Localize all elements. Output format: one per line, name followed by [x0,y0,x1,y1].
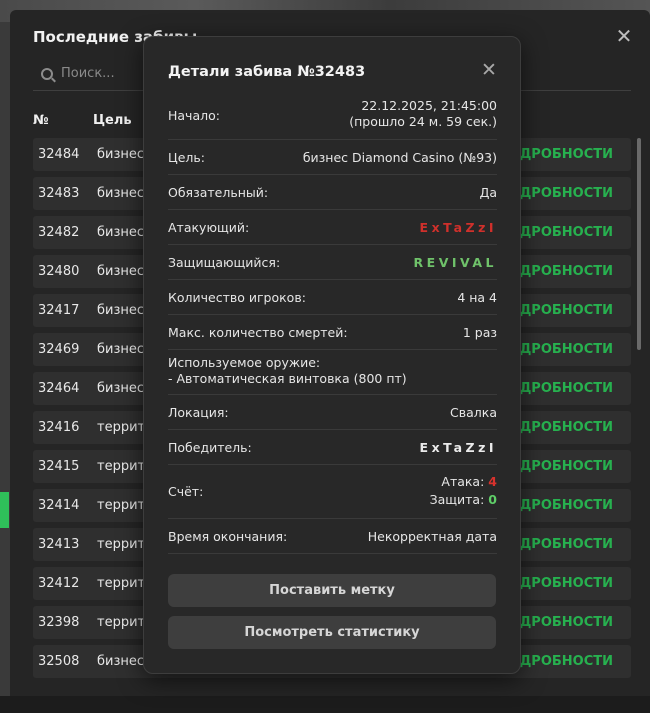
fight-goal: террит [97,498,146,513]
fight-id: 32412 [38,576,80,591]
fight-goal: бизнес [97,264,145,279]
details-link[interactable]: ПОДРОБНОСТИ [497,381,613,396]
score-attack-value: 4 [488,474,497,489]
details-link[interactable]: ПОДРОБНОСТИ [497,303,613,318]
details-list: Начало: 22.12.2025, 21:45:00 (прошло 24 … [168,95,497,554]
detail-label: Время окончания: [168,529,288,544]
fight-id: 32416 [38,420,80,435]
defender-value: REVIVAL [413,255,497,270]
fight-goal: террит [97,576,146,591]
details-link[interactable]: ПОДРОБНОСТИ [497,147,613,162]
detail-row-location: Локация: Свалка [168,395,497,430]
detail-label: Победитель: [168,440,252,455]
score-defense-label: Защита: [429,492,485,507]
fight-id: 32417 [38,303,80,318]
fight-id: 32414 [38,498,80,513]
detail-label: Локация: [168,405,229,420]
close-icon[interactable]: ✕ [481,59,497,81]
winner-value: ExTaZzI [419,440,497,455]
view-stats-button[interactable]: Посмотреть статистику [168,616,496,649]
background-left-edge [0,22,10,713]
detail-label: Счёт: [168,484,204,499]
detail-row-goal: Цель: бизнес Diamond Casino (№93) [168,140,497,175]
details-link[interactable]: ПОДРОБНОСТИ [497,459,613,474]
detail-row-players: Количество игроков: 4 на 4 [168,280,497,315]
details-link[interactable]: ПОДРОБНОСТИ [497,225,613,240]
weapon-value: - Автоматическая винтовка (800 пт) [168,371,407,386]
fight-id: 32483 [38,186,80,201]
fight-goal: бизнес [97,303,145,318]
fight-id: 32508 [38,654,80,669]
fight-goal: бизнес [97,654,145,669]
details-link[interactable]: ПОДРОБНОСТИ [497,615,613,630]
score-defense: Защита: 0 [430,492,497,507]
set-mark-button[interactable]: Поставить метку [168,574,496,607]
details-link[interactable]: ПОДРОБНОСТИ [497,420,613,435]
fight-id: 32480 [38,264,80,279]
fight-id: 32398 [38,615,80,630]
fight-goal: террит [97,420,146,435]
details-link[interactable]: ПОДРОБНОСТИ [497,186,613,201]
detail-row-score: Счёт: Атака: 4 Защита: 0 [168,465,497,519]
details-link[interactable]: ПОДРОБНОСТИ [497,264,613,279]
detail-label: Используемое оружие: [168,355,321,370]
close-icon[interactable]: ✕ [615,24,633,48]
detail-label: Начало: [168,108,220,123]
details-link[interactable]: ПОДРОБНОСТИ [497,576,613,591]
scrollbar[interactable] [637,138,641,350]
fight-goal: бизнес [97,186,145,201]
mandatory-value: Да [479,185,497,200]
fight-goal: бизнес [97,225,145,240]
modal-title: Детали забива №32483 [168,64,366,80]
players-value: 4 на 4 [457,290,497,305]
fight-id: 32415 [38,459,80,474]
fight-goal: бизнес [97,381,145,396]
detail-row-start: Начало: 22.12.2025, 21:45:00 (прошло 24 … [168,95,497,140]
attacker-value: ExTaZzI [419,220,497,235]
fight-id: 32484 [38,147,80,162]
end-value: Некорректная дата [367,529,497,544]
detail-label: Макс. количество смертей: [168,325,348,340]
fight-id: 32469 [38,342,80,357]
fight-goal: террит [97,615,146,630]
fight-id: 32413 [38,537,80,552]
detail-label: Цель: [168,150,205,165]
score-attack: Атака: 4 [441,474,497,489]
fight-goal: бизнес [97,147,145,162]
detail-row-mandatory: Обязательный: Да [168,175,497,210]
fight-id: 32464 [38,381,80,396]
score-defense-value: 0 [488,492,497,507]
fight-details-modal: Детали забива №32483 ✕ Начало: 22.12.202… [143,36,521,674]
detail-row-defender: Защищающийся: REVIVAL [168,245,497,280]
detail-row-winner: Победитель: ExTaZzI [168,430,497,465]
column-header-goal: Цель [93,113,132,128]
detail-row-deaths: Макс. количество смертей: 1 раз [168,315,497,350]
background-green-accent [0,492,9,528]
start-date-value: 22.12.2025, 21:45:00 [361,98,497,113]
search-icon [41,67,53,80]
details-link[interactable]: ПОДРОБНОСТИ [497,654,613,669]
column-header-id: № [33,113,49,128]
detail-label: Количество игроков: [168,290,306,305]
score-attack-label: Атака: [441,474,485,489]
detail-label: Атакующий: [168,220,250,235]
details-link[interactable]: ПОДРОБНОСТИ [497,498,613,513]
detail-row-attacker: Атакующий: ExTaZzI [168,210,497,245]
goal-value: бизнес Diamond Casino (№93) [302,150,497,165]
detail-row-end: Время окончания: Некорректная дата [168,519,497,554]
detail-row-weapon: Используемое оружие: - Автоматическая ви… [168,350,497,395]
fight-goal: террит [97,459,146,474]
deaths-value: 1 раз [462,325,497,340]
fight-goal: террит [97,537,146,552]
background-bottom-bar [0,696,650,713]
detail-label: Защищающийся: [168,255,281,270]
location-value: Свалка [450,405,497,420]
start-ago-value: (прошло 24 м. 59 сек.) [349,114,497,129]
table-header: № Цель [33,105,631,135]
fight-goal: бизнес [97,342,145,357]
fight-id: 32482 [38,225,80,240]
detail-label: Обязательный: [168,185,269,200]
details-link[interactable]: ПОДРОБНОСТИ [497,537,613,552]
details-link[interactable]: ПОДРОБНОСТИ [497,342,613,357]
